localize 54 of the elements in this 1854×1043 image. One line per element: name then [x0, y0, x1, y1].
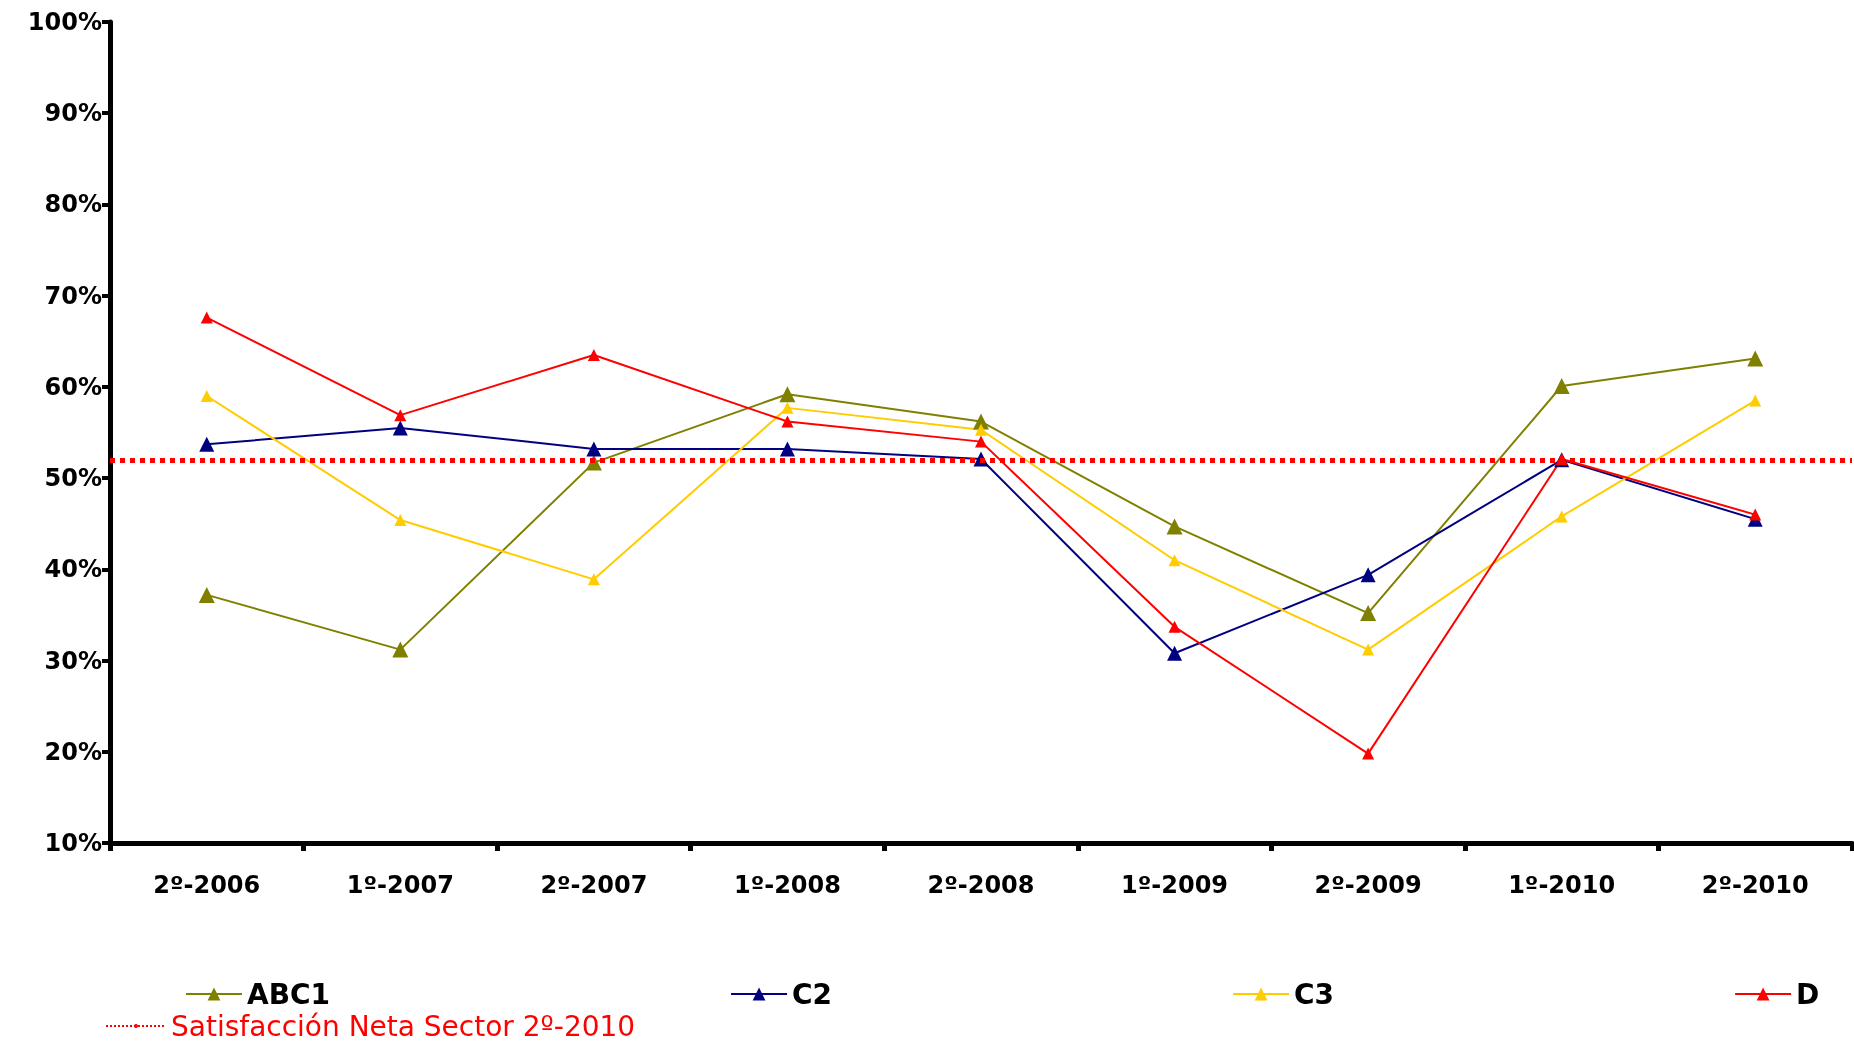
y-tick-label: 70% — [44, 281, 102, 310]
point — [586, 441, 602, 457]
y-tick-label: 40% — [44, 555, 102, 584]
point — [1167, 645, 1183, 661]
point — [1360, 567, 1376, 583]
x-tick-label: 2º-2006 — [153, 871, 261, 899]
point — [1553, 377, 1570, 394]
x-tick-label: 1º-2007 — [346, 871, 454, 899]
point — [394, 409, 407, 422]
point — [1168, 620, 1181, 633]
point — [392, 420, 408, 436]
point — [1749, 394, 1762, 407]
y-tick-label: 100% — [27, 8, 102, 36]
x-tick-label: 2º-2009 — [1314, 871, 1422, 899]
point — [975, 435, 987, 448]
point — [781, 415, 794, 428]
legend-label: ABC1 — [247, 977, 331, 1011]
point — [779, 386, 796, 403]
y-tick-label: 20% — [44, 737, 102, 766]
x-tick-label: 2º-2008 — [927, 871, 1035, 899]
point — [779, 441, 795, 457]
point — [1166, 518, 1183, 535]
point — [1168, 554, 1181, 567]
point — [392, 641, 409, 658]
point — [1360, 605, 1377, 622]
point — [587, 348, 600, 361]
y-tick-label: 50% — [44, 464, 102, 493]
point — [1362, 643, 1375, 656]
point — [1749, 508, 1762, 521]
point — [587, 573, 600, 586]
x-tick-label: 2º-2007 — [540, 871, 648, 899]
legend-label: D — [1796, 977, 1820, 1011]
y-tick-label: 30% — [44, 646, 102, 675]
point — [199, 436, 215, 452]
y-tick-label: 80% — [44, 190, 102, 219]
legend-label: Satisfacción Neta Sector 2º-2010 — [171, 1009, 636, 1043]
point — [198, 586, 215, 603]
point — [200, 390, 213, 403]
point — [1555, 510, 1568, 523]
x-tick-label: 1º-2008 — [733, 871, 841, 899]
point — [200, 311, 213, 324]
x-tick-label: 1º-2009 — [1121, 871, 1229, 899]
legend-label: C2 — [792, 977, 833, 1011]
x-tick-label: 1º-2010 — [1508, 871, 1616, 899]
point — [1362, 747, 1375, 760]
y-tick-label: 90% — [44, 99, 102, 128]
y-tick-label: 10% — [44, 829, 102, 857]
point — [975, 423, 987, 436]
legend-label: C3 — [1294, 977, 1335, 1011]
point — [394, 514, 407, 527]
point — [781, 401, 794, 414]
point — [1747, 350, 1764, 367]
x-tick-label: 2º-2010 — [1701, 871, 1809, 899]
y-tick-label: 60% — [44, 372, 102, 401]
